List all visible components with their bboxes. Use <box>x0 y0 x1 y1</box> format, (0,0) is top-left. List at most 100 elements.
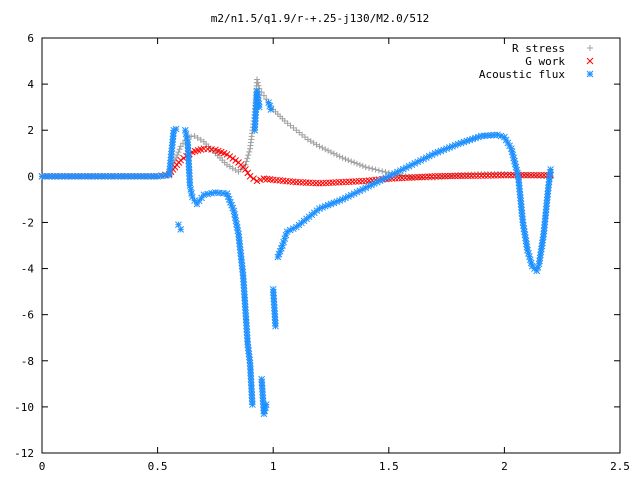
y-tick-label: -12 <box>14 447 34 460</box>
data-point <box>267 106 275 113</box>
x-tick-label: 0.5 <box>148 460 168 473</box>
data-point <box>382 169 389 176</box>
data-point <box>547 166 554 173</box>
legend-marker <box>586 57 594 65</box>
data-point <box>177 143 184 150</box>
data-point <box>243 158 250 165</box>
data-point <box>254 79 261 86</box>
data-point <box>252 111 259 119</box>
data-point <box>250 175 257 182</box>
data-point <box>198 194 205 202</box>
legend-label: R stress <box>512 42 565 55</box>
data-point <box>177 226 185 233</box>
data-point <box>292 178 300 186</box>
data-point <box>379 168 386 175</box>
data-point <box>328 149 334 156</box>
y-tick-label: -2 <box>21 216 34 229</box>
legend-marker <box>587 45 593 51</box>
data-point <box>270 295 278 302</box>
data-point <box>271 304 278 312</box>
series-g-work <box>38 145 554 187</box>
data-point <box>197 136 204 143</box>
data-point <box>260 92 267 99</box>
data-point <box>402 164 410 172</box>
data-point <box>272 322 279 330</box>
series-r-stress <box>39 76 554 181</box>
y-tick-label: -10 <box>14 401 34 414</box>
data-point <box>299 179 307 186</box>
y-tick-label: 6 <box>27 32 34 45</box>
x-tick-label: 0 <box>39 460 46 473</box>
data-point <box>226 153 234 160</box>
data-point <box>232 157 239 164</box>
series-acoustic-flux <box>38 87 554 418</box>
y-tick-label: 0 <box>27 170 34 183</box>
data-point <box>342 156 349 163</box>
data-point <box>244 169 252 177</box>
axis-ticks: 0 0.5 1 1.5 2 2.5 6 4 2 0 -2 -4 -6 -8 -10 -12 <box>14 32 630 473</box>
data-point <box>175 149 182 156</box>
data-point <box>312 179 320 187</box>
data-point <box>352 178 360 185</box>
data-point <box>339 178 346 186</box>
data-point <box>335 178 343 186</box>
legend-label: Acoustic flux <box>479 68 565 81</box>
data-point <box>336 197 344 204</box>
y-tick-label: 4 <box>27 78 34 91</box>
data-point <box>351 159 358 166</box>
data-point <box>319 144 326 151</box>
x-tick-label: 2.5 <box>610 460 630 473</box>
data-point <box>246 148 253 155</box>
legend-marker <box>586 70 594 78</box>
data-point <box>242 166 249 173</box>
data-point <box>354 160 361 167</box>
data-point <box>345 178 353 186</box>
data-point <box>244 155 251 162</box>
data-point <box>254 76 261 83</box>
data-point <box>296 178 303 186</box>
legend-label: G work <box>525 55 565 68</box>
data-point <box>176 146 183 153</box>
data-point <box>325 179 333 187</box>
data-point <box>349 178 356 185</box>
data-point <box>356 161 363 168</box>
data-point <box>255 82 262 89</box>
data-point <box>516 185 523 192</box>
data-point <box>517 194 524 202</box>
data-point <box>172 125 180 133</box>
y-tick-label: -4 <box>21 263 35 276</box>
data-point <box>316 143 323 150</box>
x-tick-label: 2 <box>501 460 508 473</box>
data-point <box>251 123 259 131</box>
data-point <box>246 172 254 180</box>
data-point <box>359 177 366 185</box>
x-tick-label: 1.5 <box>379 460 399 473</box>
data-point <box>180 140 187 147</box>
data-point <box>321 202 329 210</box>
data-point <box>154 172 161 180</box>
data-point <box>362 164 369 171</box>
x-tick-label: 1 <box>270 460 277 473</box>
data-point <box>355 177 363 185</box>
data-point <box>223 151 231 158</box>
data-point <box>517 197 525 205</box>
data-point <box>324 201 332 209</box>
data-point <box>365 164 372 171</box>
data-point <box>306 179 313 187</box>
data-point <box>359 162 366 169</box>
data-point <box>339 154 346 161</box>
data-point <box>271 319 279 327</box>
plot-frame <box>41 37 621 454</box>
data-point <box>342 178 350 186</box>
data-point <box>325 147 332 154</box>
data-point <box>245 152 252 159</box>
data-point <box>174 152 181 159</box>
data-point <box>322 146 329 153</box>
data-point <box>263 96 270 103</box>
data-point <box>319 179 327 187</box>
data-point <box>262 401 270 408</box>
data-point <box>188 193 196 201</box>
chart-title: m2/n1.5/q1.9/r-+.25-j130/M2.0/512 <box>211 12 430 25</box>
data-point <box>345 157 352 164</box>
